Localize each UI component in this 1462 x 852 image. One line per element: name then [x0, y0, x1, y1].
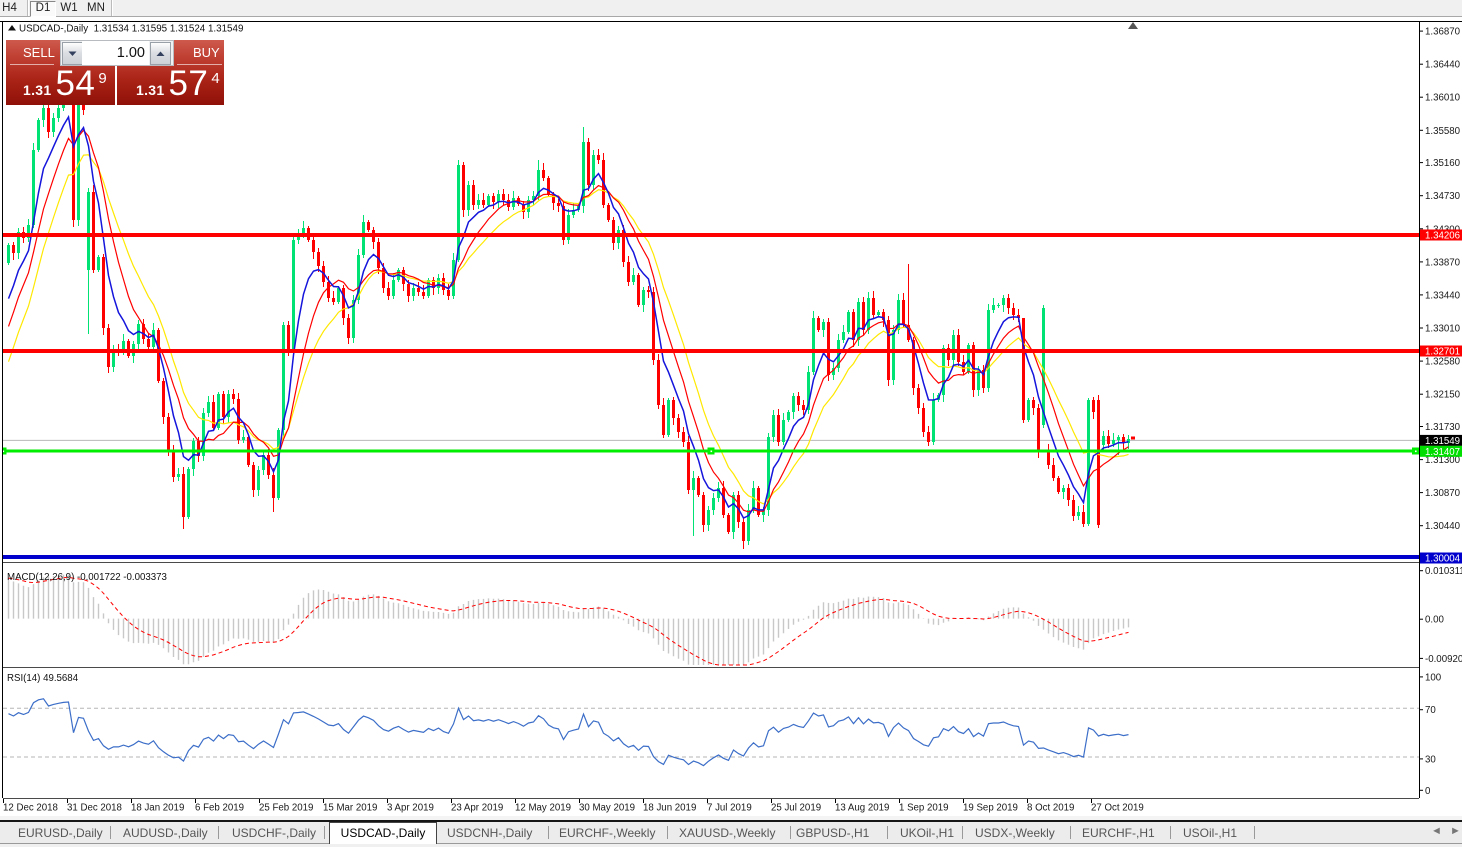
- svg-text:30 May 2019: 30 May 2019: [579, 803, 635, 814]
- svg-text:19 Sep 2019: 19 Sep 2019: [963, 803, 1018, 814]
- svg-text:1.32701: 1.32701: [1425, 347, 1460, 358]
- svg-text:23 Apr 2019: 23 Apr 2019: [451, 803, 503, 814]
- svg-text:1.31549: 1.31549: [1425, 436, 1460, 447]
- svg-text:1.34730: 1.34730: [1425, 191, 1461, 202]
- svg-text:25 Feb 2019: 25 Feb 2019: [259, 803, 313, 814]
- svg-text:0: 0: [1425, 786, 1431, 797]
- svg-text:1.34206: 1.34206: [1425, 231, 1460, 242]
- svg-text:1.30870: 1.30870: [1425, 488, 1461, 499]
- svg-text:0.00: 0.00: [1425, 615, 1444, 626]
- svg-text:6 Feb 2019: 6 Feb 2019: [195, 803, 244, 814]
- svg-text:13 Aug 2019: 13 Aug 2019: [835, 803, 889, 814]
- svg-text:1.36010: 1.36010: [1425, 93, 1461, 104]
- svg-text:1.30004: 1.30004: [1425, 554, 1461, 565]
- svg-text:1.35160: 1.35160: [1425, 158, 1461, 169]
- svg-text:8 Oct 2019: 8 Oct 2019: [1027, 803, 1074, 814]
- svg-text:1.33440: 1.33440: [1425, 290, 1461, 301]
- svg-text:7 Jul 2019: 7 Jul 2019: [707, 803, 752, 814]
- svg-text:15 Mar 2019: 15 Mar 2019: [323, 803, 377, 814]
- svg-text:70: 70: [1425, 705, 1436, 716]
- svg-text:USDCAD-,Daily 1.31534 1.31595: USDCAD-,Daily 1.31534 1.31595 1.31524 1.…: [19, 24, 243, 35]
- svg-text:1.31407: 1.31407: [1425, 447, 1460, 458]
- svg-text:3 Apr 2019: 3 Apr 2019: [387, 803, 434, 814]
- svg-text:27 Oct 2019: 27 Oct 2019: [1091, 803, 1144, 814]
- svg-text:1 Sep 2019: 1 Sep 2019: [899, 803, 949, 814]
- svg-text:25 Jul 2019: 25 Jul 2019: [771, 803, 821, 814]
- svg-text:0.010311: 0.010311: [1425, 566, 1462, 577]
- svg-text:12 Dec 2018: 12 Dec 2018: [3, 803, 58, 814]
- svg-text:1.33010: 1.33010: [1425, 324, 1461, 335]
- svg-text:RSI(14) 49.5684: RSI(14) 49.5684: [7, 673, 79, 684]
- svg-text:1.36870: 1.36870: [1425, 27, 1461, 38]
- svg-text:31 Dec 2018: 31 Dec 2018: [67, 803, 122, 814]
- svg-text:1.33870: 1.33870: [1425, 257, 1461, 268]
- svg-text:1.30440: 1.30440: [1425, 521, 1461, 532]
- svg-text:30: 30: [1425, 754, 1436, 765]
- svg-text:-0.009203: -0.009203: [1425, 654, 1462, 665]
- svg-text:1.31730: 1.31730: [1425, 422, 1461, 433]
- svg-text:1.36440: 1.36440: [1425, 60, 1461, 71]
- svg-text:18 Jun 2019: 18 Jun 2019: [643, 803, 696, 814]
- svg-text:1.32580: 1.32580: [1425, 357, 1461, 368]
- svg-text:1.35580: 1.35580: [1425, 126, 1461, 137]
- svg-text:100: 100: [1425, 672, 1442, 683]
- svg-text:1.31300: 1.31300: [1425, 455, 1461, 466]
- svg-text:18 Jan 2019: 18 Jan 2019: [131, 803, 184, 814]
- svg-text:1.32150: 1.32150: [1425, 390, 1461, 401]
- svg-text:12 May 2019: 12 May 2019: [515, 803, 571, 814]
- svg-text:MACD(12,26,9) -0.001722 -0.003: MACD(12,26,9) -0.001722 -0.003373: [7, 572, 167, 583]
